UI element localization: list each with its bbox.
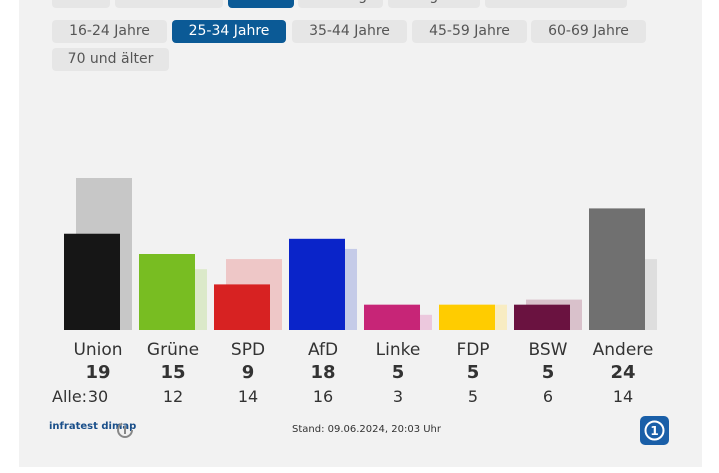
filter-tab-4[interactable]: Tätigkeit [388, 0, 480, 8]
infratest-logo-icon [117, 422, 133, 438]
tagesschau-logo-icon: 1 [640, 416, 669, 445]
party-label-afd: AfD [307, 340, 339, 360]
age-tab-4[interactable]: 60-69 Jahre [531, 20, 646, 43]
party-all-value-bsw: 6 [542, 387, 554, 406]
filter-tab-1[interactable]: Geschlecht [115, 0, 223, 8]
party-value-grüne: 15 [160, 362, 186, 383]
bar-spd [214, 284, 270, 330]
age-tab-2[interactable]: 35-44 Jahre [292, 20, 407, 43]
party-value-union: 19 [85, 362, 111, 383]
filter-tab-0[interactable]: Alle [52, 0, 110, 8]
party-all-value-fdp: 5 [467, 387, 479, 406]
infratest-dimap-logo: infratest dimap [49, 421, 137, 432]
party-all-value-spd: 14 [237, 387, 259, 406]
party-all-value-grüne: 12 [162, 387, 184, 406]
party-label-grüne: Grüne [146, 340, 200, 360]
timestamp: Stand: 09.06.2024, 20:03 Uhr [292, 424, 442, 435]
party-label-bsw: BSW [528, 340, 568, 360]
bar-bsw [514, 304, 570, 330]
bar-afd [289, 238, 345, 330]
party-value-afd: 18 [310, 362, 336, 383]
alle-label: Alle: [52, 387, 88, 406]
bar-andere [589, 208, 645, 330]
party-all-value-andere: 14 [612, 387, 634, 406]
age-tab-0[interactable]: 16-24 Jahre [52, 20, 167, 43]
bar-grüne [139, 254, 195, 330]
svg-text:1: 1 [650, 424, 658, 438]
filter-tab-5[interactable]: Lebensstandard [485, 0, 627, 8]
bar-fdp [439, 304, 495, 330]
bar-union [64, 233, 120, 330]
party-value-fdp: 5 [466, 362, 480, 383]
bar-linke [364, 304, 420, 330]
party-label-fdp: FDP [456, 340, 490, 360]
party-all-value-union: 30 [87, 387, 109, 406]
party-value-andere: 24 [610, 362, 636, 383]
filter-tab-2[interactable]: Alter [228, 0, 294, 8]
party-label-spd: SPD [230, 340, 266, 360]
party-value-spd: 9 [241, 362, 255, 383]
party-value-bsw: 5 [541, 362, 555, 383]
filter-tab-3[interactable]: Bildung [298, 0, 383, 8]
age-tab-3[interactable]: 45-59 Jahre [412, 20, 527, 43]
party-label-union: Union [73, 340, 123, 360]
age-tab-5[interactable]: 70 und älter [52, 48, 169, 71]
party-label-andere: Andere [592, 340, 654, 360]
party-value-linke: 5 [391, 362, 405, 383]
party-label-linke: Linke [375, 340, 421, 360]
age-tab-1[interactable]: 25-34 Jahre [172, 20, 286, 43]
results-panel [19, 0, 702, 467]
party-all-value-afd: 16 [312, 387, 334, 406]
party-all-value-linke: 3 [392, 387, 404, 406]
